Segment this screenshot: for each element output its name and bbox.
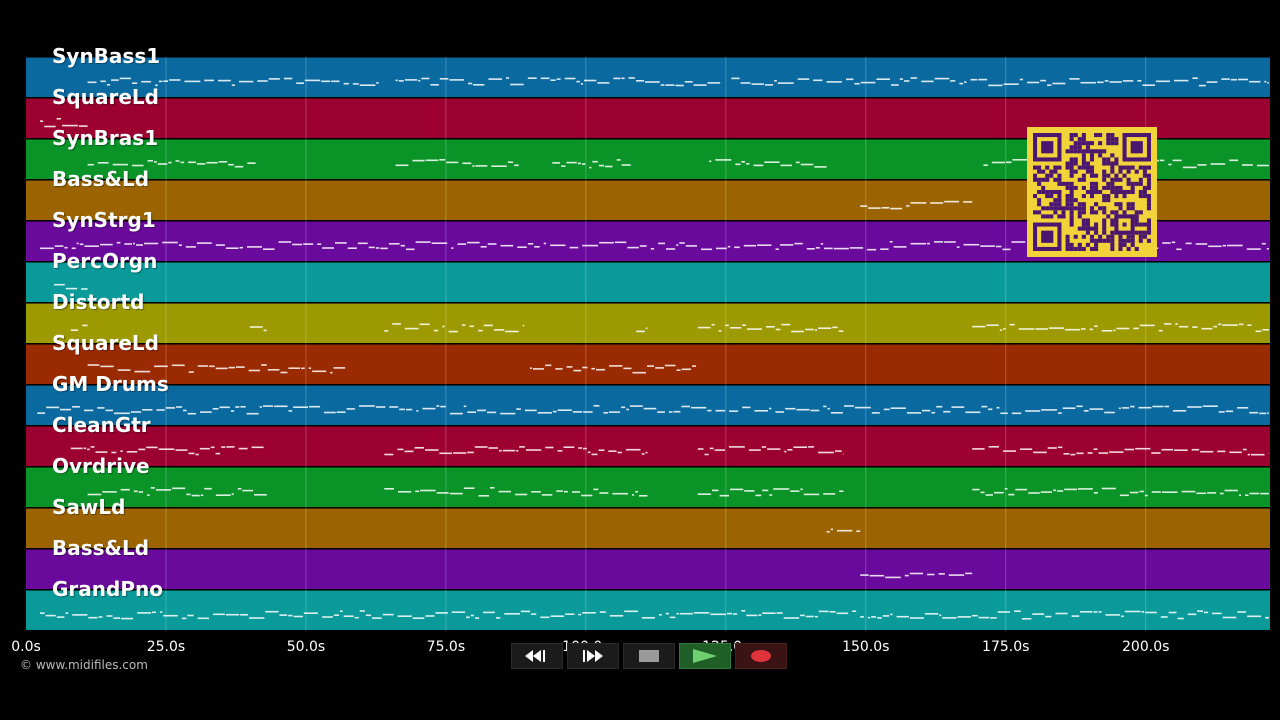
- note-group: [395, 159, 519, 167]
- play-icon: [693, 649, 717, 663]
- note-group: [87, 77, 379, 87]
- track-lane: [26, 303, 1270, 343]
- note-group: [529, 364, 696, 374]
- track-name-label: SquareLd: [52, 85, 159, 109]
- transport-controls: [511, 643, 787, 669]
- note-group: [87, 160, 256, 168]
- fast-forward-button[interactable]: [567, 643, 619, 669]
- note-group: [697, 446, 844, 456]
- note-group: [972, 323, 1269, 333]
- fast-forward-icon: [583, 650, 603, 662]
- track-name-label: GM Drums: [52, 372, 169, 396]
- rewind-icon: [525, 650, 545, 662]
- note-group: [384, 323, 525, 333]
- note-group: [37, 405, 1269, 415]
- note-group: [860, 200, 973, 210]
- play-button[interactable]: [679, 643, 731, 669]
- track-name-label: SquareLd: [52, 331, 159, 355]
- track-name-label: SawLd: [52, 495, 126, 519]
- track-lane: [26, 508, 1270, 548]
- note-group: [70, 324, 88, 331]
- note-group: [87, 487, 267, 497]
- record-icon: [751, 650, 771, 662]
- note-group: [40, 610, 1269, 620]
- timeline-tick-label: 0.0s: [11, 639, 41, 655]
- track-name-label: PercOrgn: [52, 249, 158, 273]
- track-name-label: Bass&Ld: [52, 536, 150, 560]
- track-name-label: Ovrdrive: [52, 454, 150, 478]
- timeline-tick-label: 75.0s: [426, 639, 466, 655]
- note-group: [709, 159, 827, 168]
- timeline-tick-label: 150.0s: [842, 639, 890, 655]
- track-name-label: SynBras1: [52, 126, 159, 150]
- track-name-label: Bass&Ld: [52, 167, 150, 191]
- track-name-label: GrandPno: [52, 577, 163, 601]
- timeline-tick-label: 50.0s: [286, 639, 326, 655]
- record-button[interactable]: [735, 643, 787, 669]
- note-group: [395, 77, 721, 87]
- stop-icon: [639, 650, 659, 662]
- note-group: [972, 487, 1269, 497]
- note-group: [384, 487, 648, 497]
- note-group: [972, 446, 1269, 456]
- copyright-text: © www.midifiles.com: [20, 658, 148, 672]
- timeline-tick-label: 175.0s: [982, 639, 1030, 655]
- track-lane: [26, 590, 1270, 630]
- qr-code-icon[interactable]: [1027, 127, 1157, 257]
- timeline-tick-label: 200.0s: [1122, 639, 1170, 655]
- note-group: [54, 283, 88, 290]
- note-group: [552, 159, 631, 169]
- track-lane: [26, 262, 1270, 302]
- track-name-label: CleanGtr: [52, 413, 151, 437]
- rewind-button[interactable]: [511, 643, 563, 669]
- track-lane: [26, 385, 1270, 425]
- note-group: [731, 77, 1269, 87]
- note-group: [40, 241, 1269, 251]
- track-lane: [26, 57, 1270, 97]
- note-group: [249, 326, 267, 332]
- track-lane: [26, 426, 1270, 466]
- track-lane: [26, 467, 1270, 507]
- note-group: [697, 323, 844, 333]
- track-name-label: SynStrg1: [52, 208, 156, 232]
- note-group: [860, 572, 973, 579]
- note-group: [40, 118, 88, 128]
- timeline-tick-label: 25.0s: [146, 639, 186, 655]
- track-name-label: Distortd: [52, 290, 145, 314]
- track-lane: [26, 549, 1270, 589]
- note-group: [636, 327, 648, 333]
- note-group: [826, 528, 861, 533]
- note-group: [87, 364, 346, 374]
- note-group: [697, 488, 844, 497]
- track-name-label: SynBass1: [52, 44, 161, 68]
- note-group: [70, 446, 264, 456]
- stop-button[interactable]: [623, 643, 675, 669]
- note-group: [384, 446, 648, 456]
- note-layer: [37, 77, 1269, 620]
- track-lane: [26, 344, 1270, 384]
